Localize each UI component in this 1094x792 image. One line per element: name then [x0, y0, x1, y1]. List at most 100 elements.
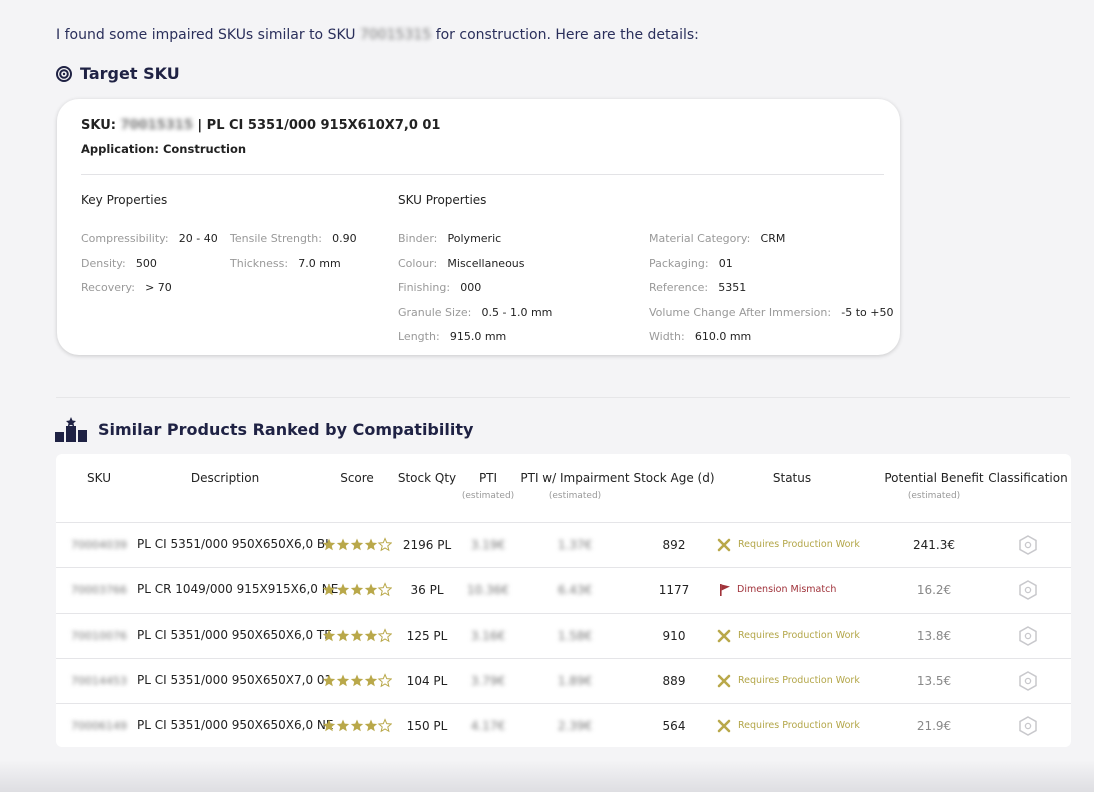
- property-label: Compressibility:: [81, 232, 169, 245]
- classification-icon: [1019, 625, 1037, 646]
- stock-age: 892: [662, 538, 686, 552]
- star: [322, 674, 336, 687]
- property-label: Volume Change After Immersion:: [649, 305, 832, 319]
- pti: 3.19€: [470, 538, 506, 552]
- property-value: 7.0 mm: [298, 256, 341, 270]
- application: Application: Construction: [81, 142, 247, 156]
- column-header: Stock Age (d): [633, 471, 715, 485]
- star: [350, 719, 364, 732]
- sku: 70006149: [71, 719, 127, 733]
- star: [364, 538, 378, 551]
- target-icon: [56, 66, 72, 82]
- property: Recovery: > 70: [81, 276, 172, 295]
- property-value: 5351: [718, 281, 747, 294]
- star: [336, 629, 350, 641]
- bottom-bar: [0, 760, 1094, 792]
- property: Compressibility: 20 - 40: [81, 227, 218, 246]
- row-separator: [56, 522, 1071, 523]
- star: [377, 537, 392, 552]
- pti-impairment: 2.39€: [557, 719, 593, 734]
- tools-icon: [717, 538, 731, 552]
- score-stars: [322, 582, 392, 597]
- star: [322, 538, 336, 551]
- intro-text: I found some impaired SKUs similar to SK…: [56, 27, 356, 43]
- star: [364, 674, 378, 687]
- status: Requires Production Work: [738, 539, 860, 550]
- classification-icon: [1019, 580, 1037, 601]
- star: [377, 582, 392, 597]
- pti: 3.16€: [470, 628, 506, 643]
- property-value: Miscellaneous: [447, 256, 525, 270]
- property-value: 01: [718, 256, 733, 270]
- star: [336, 719, 350, 732]
- row-separator: [56, 567, 1071, 569]
- classification-icon: [1019, 671, 1037, 691]
- score-stars: [322, 673, 392, 688]
- star: [377, 627, 392, 642]
- property: Material Category: CRM: [649, 227, 785, 246]
- column-header: Description: [190, 471, 260, 485]
- description: PL CR 1049/000 915X915X6,0 NE: [137, 582, 339, 597]
- stock-age: 910: [662, 628, 686, 643]
- star: [350, 583, 364, 596]
- star: [322, 629, 336, 641]
- stock-age: 1177: [658, 583, 690, 598]
- property-value: 915.0 mm: [449, 330, 507, 343]
- status: Dimension Mismatch: [737, 584, 837, 596]
- stock-age: 564: [662, 719, 686, 734]
- row-separator: [56, 703, 1071, 705]
- stock-qty: 150 PL: [406, 719, 448, 734]
- score-stars: [322, 627, 392, 642]
- property: Binder: Polymeric: [398, 227, 501, 246]
- property: Colour: Miscellaneous: [398, 252, 525, 271]
- tools-icon: [717, 674, 731, 688]
- key-title: Key Properties: [81, 193, 168, 207]
- column-header: Classification: [988, 471, 1068, 485]
- classification-icon: [1019, 535, 1037, 555]
- property-label: Tensile Strength:: [230, 232, 322, 245]
- description: PL CI 5351/000 950X650X6,0 BI: [137, 537, 329, 551]
- star: [322, 719, 336, 732]
- classification-icon: [1019, 716, 1037, 737]
- intro-sku: 70015315: [359, 27, 432, 43]
- property-value: 000: [460, 281, 482, 294]
- pti-impairment: 1.89€: [557, 673, 593, 688]
- similar-table: SKU Description Score Stock Qty PTI (estimate…: [56, 454, 1071, 747]
- star: [336, 538, 350, 551]
- property-label: Length:: [398, 330, 440, 343]
- star: [350, 629, 364, 641]
- stock-qty: 2196 PL: [402, 538, 452, 552]
- sku-label: SKU:: [81, 118, 116, 133]
- sku: 70014453: [71, 674, 127, 688]
- intro: I found some impaired SKUs similar to SK…: [56, 27, 699, 43]
- property-label: Binder:: [398, 232, 438, 245]
- status: Requires Production Work: [738, 629, 860, 641]
- description: PL CI 5351/000 950X650X7,0 01: [137, 672, 333, 687]
- property: Tensile Strength: 0.90: [230, 227, 357, 246]
- column-header: PTI: [478, 471, 498, 485]
- target-sku-line: SKU: 70015315 | PL CI 5351/000 915X610X7…: [81, 118, 440, 133]
- star: [377, 673, 392, 688]
- property-value: 0.5 - 1.0 mm: [481, 305, 553, 319]
- property-label: Finishing:: [398, 281, 451, 294]
- sku: 70010076: [71, 629, 127, 643]
- star: [336, 583, 350, 596]
- property-label: Packaging:: [649, 256, 709, 270]
- star: [322, 583, 336, 596]
- pti: 10.36€: [467, 583, 509, 598]
- property: Thickness: 7.0 mm: [230, 252, 341, 271]
- column-header: Score: [340, 471, 374, 485]
- property-value: 0.90: [332, 232, 357, 245]
- column-note: (estimated): [907, 491, 961, 501]
- property-value: 610.0 mm: [694, 330, 752, 343]
- column-header: SKU: [87, 471, 111, 485]
- pti: 3.79€: [470, 673, 506, 688]
- pti-impairment: 6.43€: [557, 583, 593, 598]
- section-divider: [56, 397, 1070, 398]
- property: Length: 915.0 mm: [398, 325, 506, 344]
- divider: [81, 174, 884, 175]
- sku-number: 70015315: [120, 118, 193, 133]
- status: Requires Production Work: [738, 674, 860, 686]
- potential-benefit: 13.5€: [916, 673, 952, 688]
